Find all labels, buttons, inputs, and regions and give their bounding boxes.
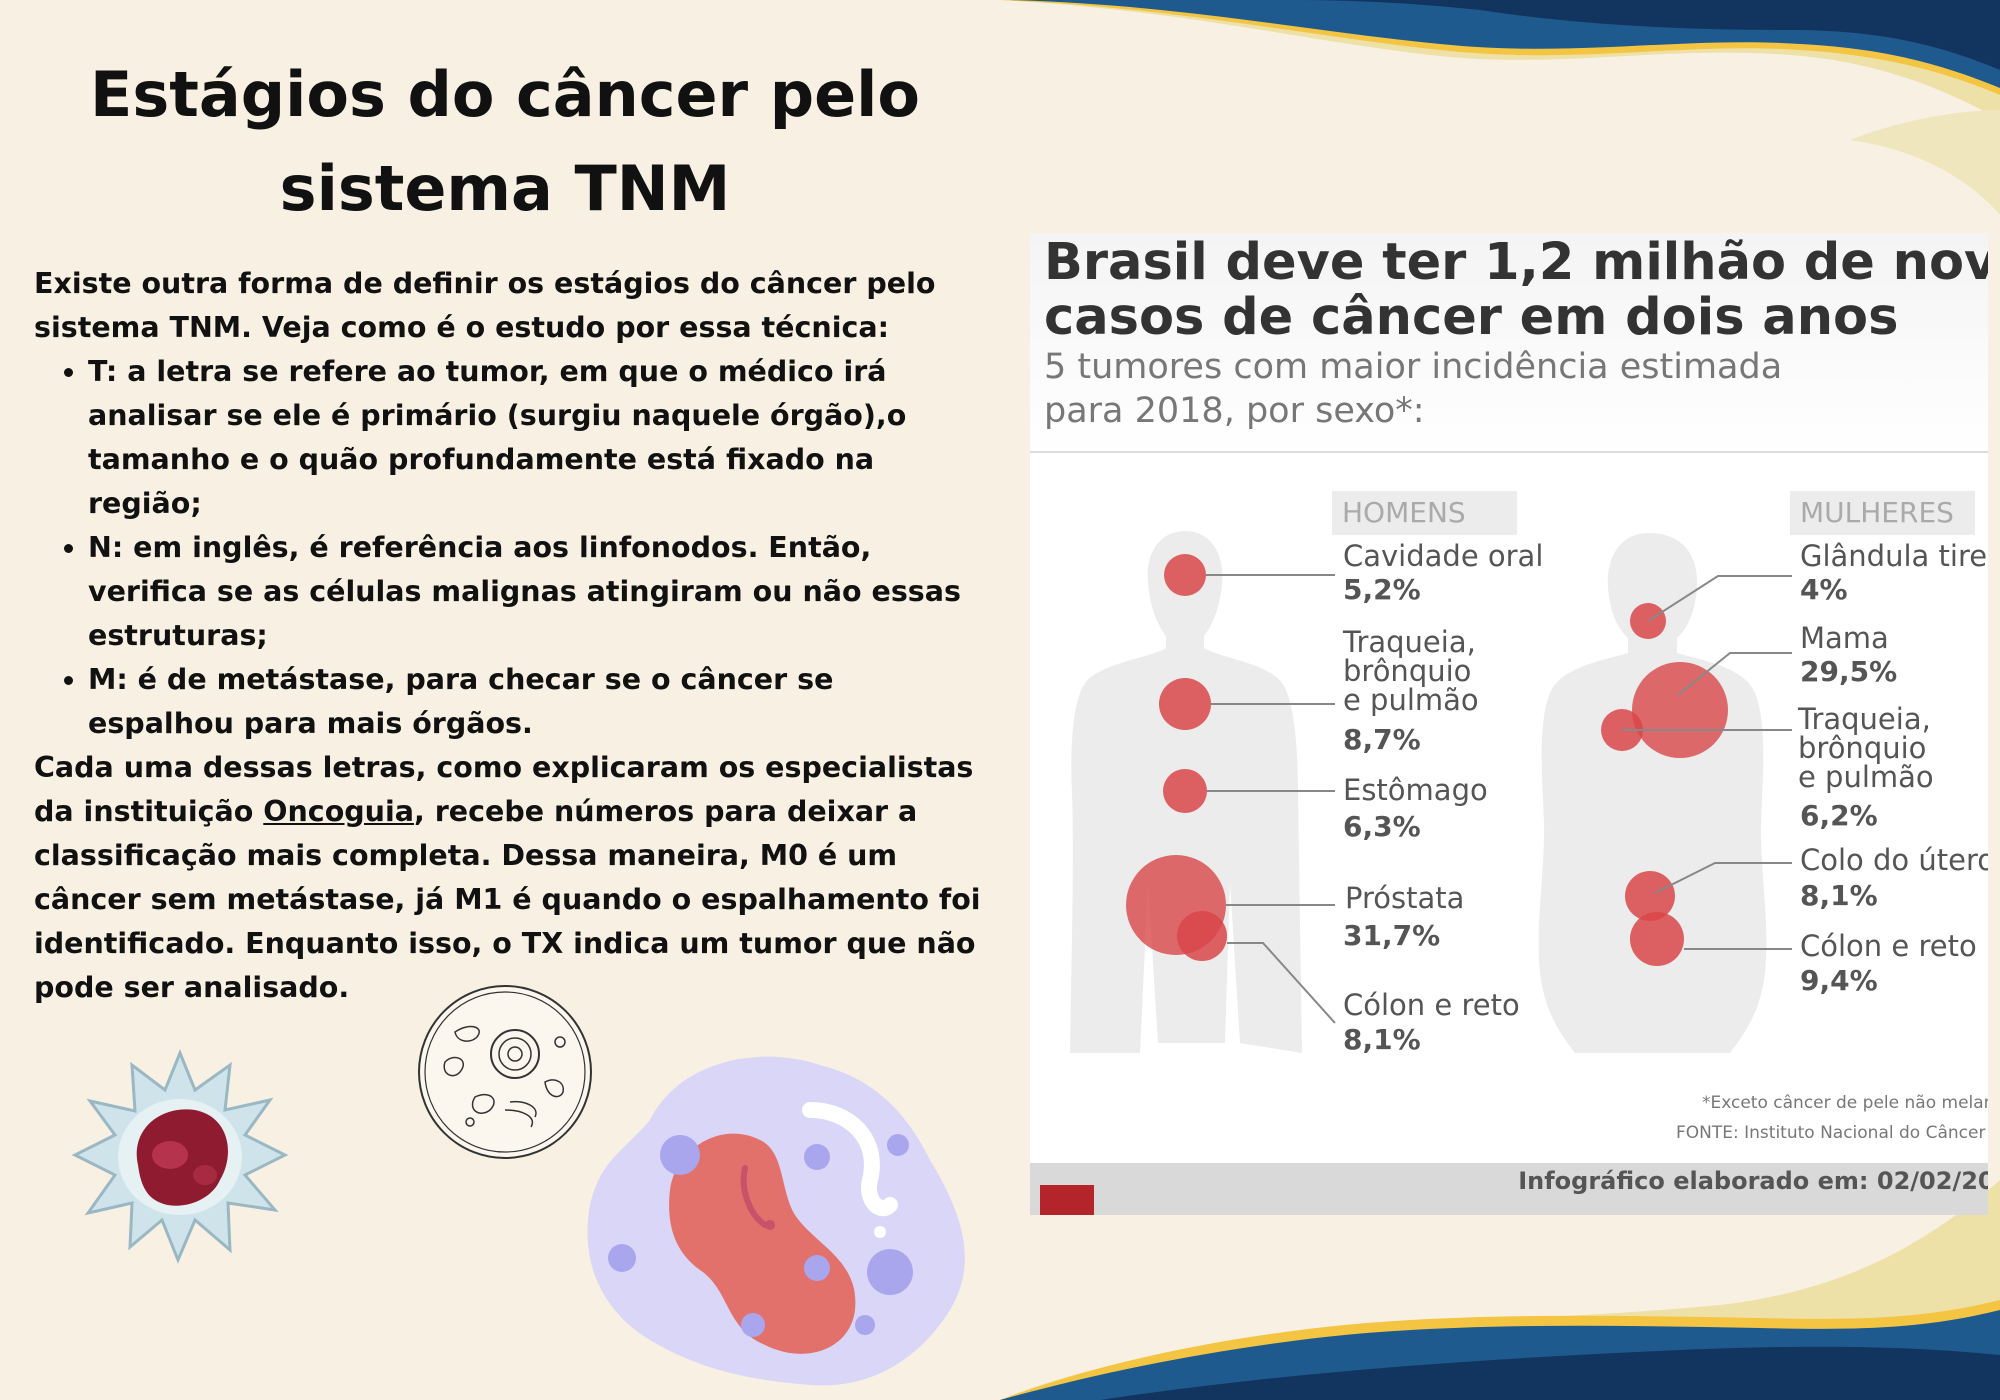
men-label-colon: Cólon e reto xyxy=(1343,988,1520,1022)
men-label-oral: Cavidade oral xyxy=(1343,539,1544,573)
women-pct-breast: 29,5% xyxy=(1800,655,1898,688)
women-pct-lung: 6,2% xyxy=(1800,799,1878,832)
men-label-lung: Traqueia, brônquio e pulmão xyxy=(1343,625,1479,717)
infographic-subtitle-line2: para 2018, por sexo*: xyxy=(1044,391,1425,431)
infographic: Brasil deve ter 1,2 milhão de novos caso… xyxy=(1030,233,1988,1215)
infographic-bottom-bar: Infográfico elaborado em: 02/02/2018 xyxy=(1030,1163,1988,1215)
closing-text-end: , recebe números para deixar a classific… xyxy=(34,795,981,1004)
female-silhouette-icon xyxy=(1538,533,1767,1053)
women-label-colon: Cólon e reto xyxy=(1800,929,1977,963)
men-pct-colon: 8,1% xyxy=(1343,1023,1421,1056)
women-tag: MULHERES xyxy=(1790,491,1975,535)
infographic-source: FONTE: Instituto Nacional do Câncer (Inc… xyxy=(1676,1123,1988,1143)
body-illustrations xyxy=(1070,531,1792,1053)
men-label-stomach: Estômago xyxy=(1343,773,1488,807)
oncoguia-link[interactable]: Oncoguia xyxy=(263,795,414,828)
page-title-line2: sistema TNM xyxy=(279,152,731,225)
infographic-header xyxy=(1030,233,1988,455)
women-pct-cervix: 8,1% xyxy=(1800,879,1878,912)
men-tag: HOMENS xyxy=(1332,491,1517,535)
tnm-list: T: a letra se refere ao tumor, em que o … xyxy=(34,350,984,746)
animal-cell-outline-icon xyxy=(418,985,592,1159)
infographic-title: Brasil deve ter 1,2 milhão de novos caso… xyxy=(1044,235,1988,347)
women-pct-colon: 9,4% xyxy=(1800,964,1878,997)
women-pct-thyroid: 4% xyxy=(1800,573,1848,606)
infographic-footnote: *Exceto câncer de pele não melanoma xyxy=(1702,1093,1988,1113)
infographic-date: Infográfico elaborado em: 02/02/2018 xyxy=(1518,1167,1988,1195)
list-item-n: N: em inglês, é referência aos linfonodo… xyxy=(88,526,984,658)
men-pct-prostate: 31,7% xyxy=(1343,919,1441,952)
intro-paragraph: Existe outra forma de definir os estágio… xyxy=(34,267,936,344)
white-blood-cell-icon xyxy=(71,1049,289,1264)
women-label-thyroid: Glândula tireoide xyxy=(1800,539,1988,573)
body-text: Existe outra forma de definir os estágio… xyxy=(34,262,984,1010)
men-pct-stomach: 6,3% xyxy=(1343,810,1421,843)
g1-logo-icon xyxy=(1040,1185,1094,1215)
women-label-breast: Mama xyxy=(1800,621,1889,655)
page-title-line1: Estágios do câncer pelo xyxy=(90,58,920,131)
men-label-prostate: Próstata xyxy=(1345,881,1465,915)
closing-paragraph: Cada uma dessas letras, como explicaram … xyxy=(34,746,984,1010)
infographic-subtitle-line1: 5 tumores com maior incidência estimada xyxy=(1044,347,1783,387)
infographic-title-line2: casos de câncer em dois anos xyxy=(1044,288,1899,347)
list-item-m: M: é de metástase, para checar se o cânc… xyxy=(88,658,984,746)
infographic-divider xyxy=(1030,451,1988,453)
list-item-t: T: a letra se refere ao tumor, em que o … xyxy=(88,350,984,526)
women-label-cervix: Colo do útero xyxy=(1800,843,1988,877)
page-title: Estágios do câncer pelo sistema TNM xyxy=(40,48,970,236)
immune-cell-icon xyxy=(587,1056,965,1386)
infographic-title-line1: Brasil deve ter 1,2 milhão de novos xyxy=(1044,233,1988,292)
women-label-lung: Traqueia, brônquio e pulmão xyxy=(1798,702,1934,794)
men-pct-lung: 8,7% xyxy=(1343,723,1421,756)
closing-text-start: Cada uma dessas letras, como explicaram … xyxy=(34,751,974,828)
infographic-subtitle: 5 tumores com maior incidência estimada … xyxy=(1044,345,1804,433)
men-pct-oral: 5,2% xyxy=(1343,573,1421,606)
